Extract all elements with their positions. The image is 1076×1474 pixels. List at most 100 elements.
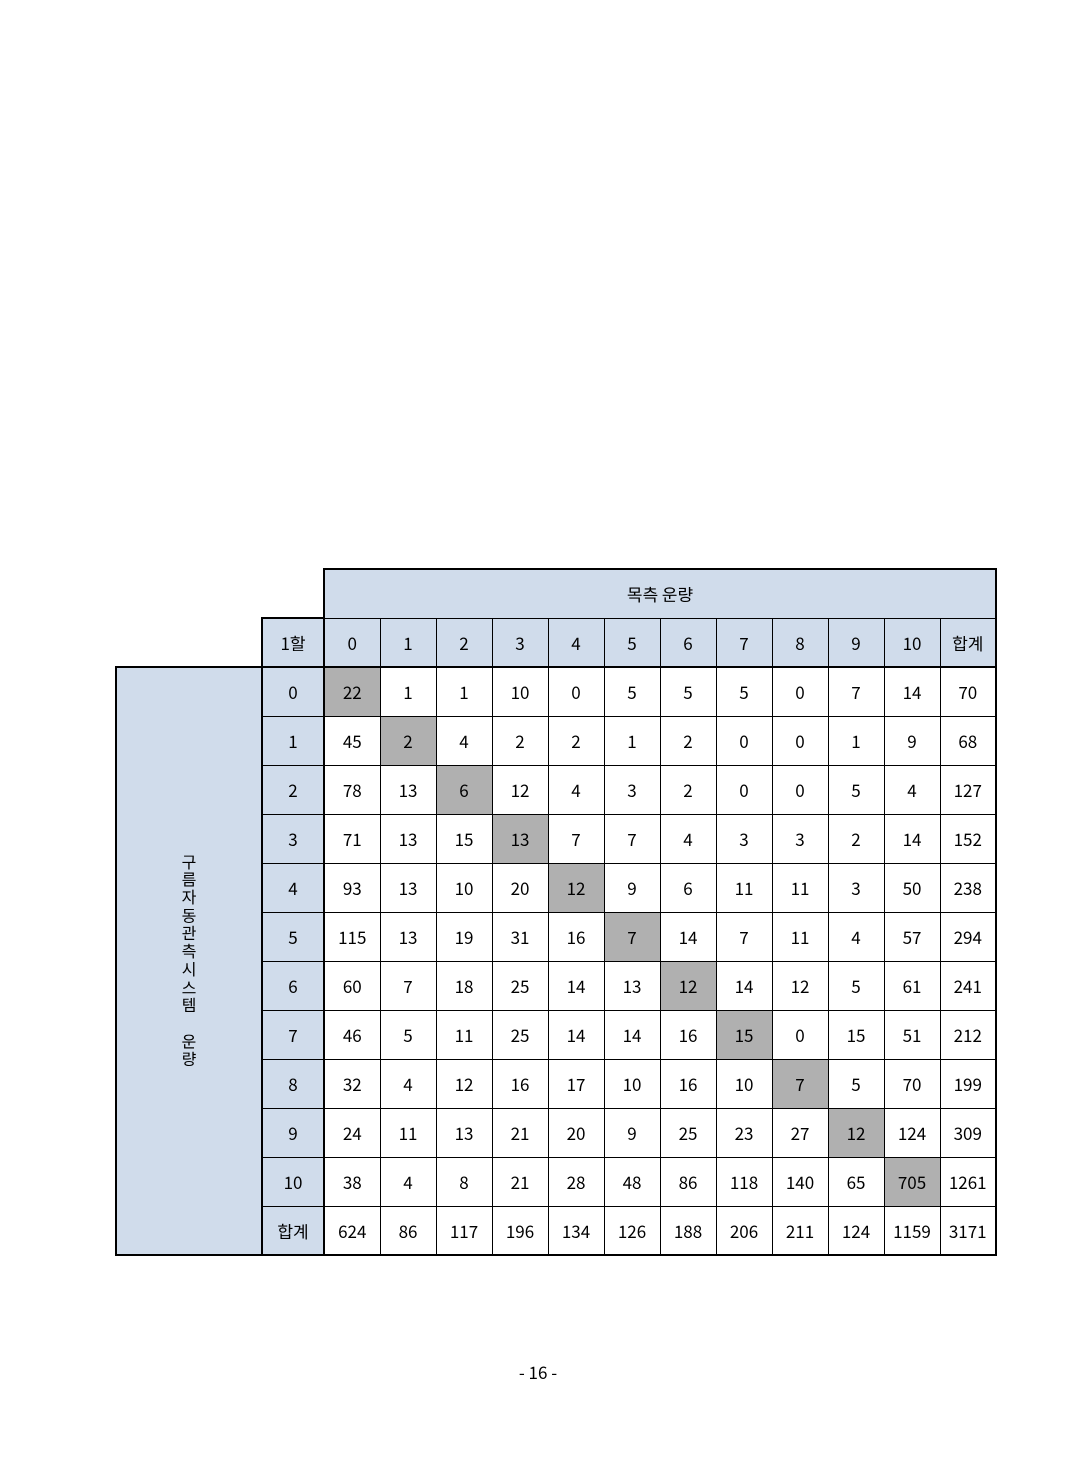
col-header: 5 xyxy=(604,618,660,667)
data-cell: 1261 xyxy=(940,1157,996,1206)
data-cell: 3 xyxy=(772,814,828,863)
data-cell: 8 xyxy=(436,1157,492,1206)
data-cell: 14 xyxy=(548,1010,604,1059)
data-cell: 124 xyxy=(884,1108,940,1157)
col-header: 합계 xyxy=(940,618,996,667)
data-cell: 7 xyxy=(604,912,660,961)
data-cell: 7 xyxy=(548,814,604,863)
data-cell: 46 xyxy=(324,1010,380,1059)
col-header: 1 xyxy=(380,618,436,667)
data-cell: 22 xyxy=(324,667,380,716)
data-cell: 4 xyxy=(660,814,716,863)
col-header: 10 xyxy=(884,618,940,667)
data-cell: 14 xyxy=(548,961,604,1010)
data-cell: 6 xyxy=(660,863,716,912)
data-cell: 45 xyxy=(324,716,380,765)
data-cell: 309 xyxy=(940,1108,996,1157)
data-cell: 7 xyxy=(772,1059,828,1108)
data-cell: 7 xyxy=(716,912,772,961)
page-number: - 16 - xyxy=(0,1359,1076,1384)
data-cell: 126 xyxy=(604,1206,660,1255)
data-cell: 11 xyxy=(436,1010,492,1059)
row-header: 9 xyxy=(262,1108,324,1157)
data-cell: 5 xyxy=(716,667,772,716)
data-cell: 2 xyxy=(548,716,604,765)
page: 목측 운량1할012345678910합계구름자동관측시스템 운량0221110… xyxy=(0,0,1076,1474)
data-cell: 1 xyxy=(604,716,660,765)
col-header: 9 xyxy=(828,618,884,667)
data-cell: 65 xyxy=(828,1157,884,1206)
col-header: 2 xyxy=(436,618,492,667)
data-cell: 5 xyxy=(380,1010,436,1059)
contingency-table: 목측 운량1할012345678910합계구름자동관측시스템 운량0221110… xyxy=(115,568,997,1256)
data-cell: 206 xyxy=(716,1206,772,1255)
data-cell: 4 xyxy=(884,765,940,814)
data-cell: 14 xyxy=(716,961,772,1010)
data-cell: 15 xyxy=(828,1010,884,1059)
data-cell: 86 xyxy=(660,1157,716,1206)
data-cell: 5 xyxy=(604,667,660,716)
data-cell: 50 xyxy=(884,863,940,912)
row-header: 2 xyxy=(262,765,324,814)
data-cell: 18 xyxy=(436,961,492,1010)
data-cell: 3 xyxy=(604,765,660,814)
data-cell: 20 xyxy=(492,863,548,912)
data-cell: 0 xyxy=(716,716,772,765)
data-cell: 10 xyxy=(604,1059,660,1108)
data-cell: 124 xyxy=(828,1206,884,1255)
data-cell: 705 xyxy=(884,1157,940,1206)
data-cell: 4 xyxy=(380,1157,436,1206)
data-cell: 13 xyxy=(436,1108,492,1157)
data-cell: 14 xyxy=(884,814,940,863)
data-cell: 93 xyxy=(324,863,380,912)
data-cell: 25 xyxy=(492,1010,548,1059)
data-cell: 2 xyxy=(492,716,548,765)
data-cell: 140 xyxy=(772,1157,828,1206)
top-title: 목측 운량 xyxy=(324,569,996,618)
data-cell: 0 xyxy=(772,1010,828,1059)
data-cell: 624 xyxy=(324,1206,380,1255)
data-cell: 16 xyxy=(548,912,604,961)
data-cell: 16 xyxy=(492,1059,548,1108)
data-cell: 13 xyxy=(380,863,436,912)
data-cell: 127 xyxy=(940,765,996,814)
data-cell: 61 xyxy=(884,961,940,1010)
row-header: 합계 xyxy=(262,1206,324,1255)
data-cell: 11 xyxy=(380,1108,436,1157)
data-cell: 5 xyxy=(828,1059,884,1108)
data-cell: 115 xyxy=(324,912,380,961)
blank-corner xyxy=(116,569,324,618)
col-header: 4 xyxy=(548,618,604,667)
data-cell: 5 xyxy=(660,667,716,716)
col-header: 6 xyxy=(660,618,716,667)
data-cell: 14 xyxy=(884,667,940,716)
data-cell: 0 xyxy=(716,765,772,814)
data-cell: 152 xyxy=(940,814,996,863)
data-cell: 5 xyxy=(828,961,884,1010)
data-cell: 9 xyxy=(604,863,660,912)
data-cell: 19 xyxy=(436,912,492,961)
col-header: 8 xyxy=(772,618,828,667)
data-cell: 86 xyxy=(380,1206,436,1255)
data-cell: 134 xyxy=(548,1206,604,1255)
data-cell: 38 xyxy=(324,1157,380,1206)
data-cell: 4 xyxy=(828,912,884,961)
data-cell: 78 xyxy=(324,765,380,814)
data-cell: 10 xyxy=(436,863,492,912)
data-cell: 1 xyxy=(436,667,492,716)
data-cell: 212 xyxy=(940,1010,996,1059)
data-cell: 10 xyxy=(492,667,548,716)
data-cell: 14 xyxy=(604,1010,660,1059)
data-cell: 16 xyxy=(660,1059,716,1108)
data-cell: 0 xyxy=(548,667,604,716)
data-cell: 4 xyxy=(380,1059,436,1108)
row-header: 4 xyxy=(262,863,324,912)
data-cell: 3 xyxy=(828,863,884,912)
data-cell: 28 xyxy=(548,1157,604,1206)
data-cell: 68 xyxy=(940,716,996,765)
data-cell: 196 xyxy=(492,1206,548,1255)
row-header: 1 xyxy=(262,716,324,765)
data-cell: 0 xyxy=(772,667,828,716)
data-cell: 15 xyxy=(436,814,492,863)
data-cell: 7 xyxy=(380,961,436,1010)
